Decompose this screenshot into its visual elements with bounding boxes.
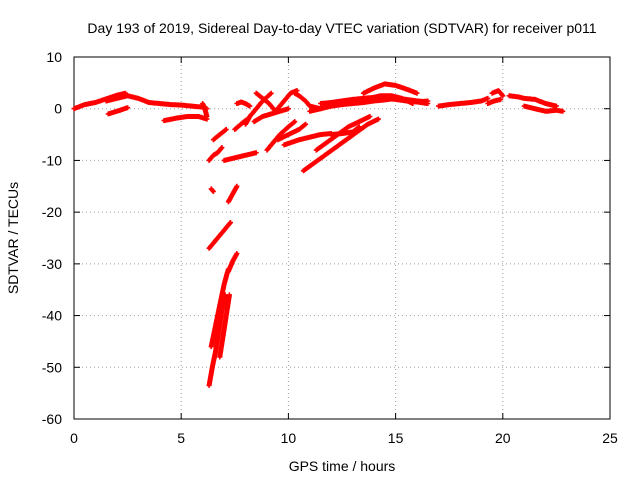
series-arc-37 [506, 93, 559, 109]
series-arc-10 [208, 186, 216, 194]
series-arc-14 [208, 266, 231, 350]
data-mark [206, 145, 225, 163]
series-arc-27 [300, 116, 381, 174]
series-arc-38 [521, 103, 566, 114]
series-arc-35 [489, 88, 506, 99]
x-tick-label: 0 [70, 430, 78, 446]
plot-frame [73, 56, 611, 420]
x-tick-label: 10 [281, 430, 297, 446]
series-arc-04 [161, 114, 210, 124]
grid [74, 57, 610, 419]
series-arc-31 [360, 81, 420, 96]
y-tick-label: -30 [42, 256, 62, 272]
data-mark [300, 116, 381, 174]
series-arc-34 [436, 95, 491, 109]
data-mark [206, 292, 228, 388]
data-mark [221, 150, 259, 163]
data-mark [225, 183, 240, 205]
series-arc-13 [206, 292, 228, 388]
x-axis-label: GPS time / hours [289, 458, 396, 474]
y-axis-label: SDTVAR / TECUs [5, 182, 21, 294]
series-arc-25 [281, 131, 334, 148]
data-mark [200, 101, 210, 119]
data-mark [367, 93, 416, 106]
series-arc-36 [485, 96, 504, 106]
y-tick-label: 10 [46, 49, 62, 65]
data-mark [206, 220, 233, 251]
data-mark [208, 186, 216, 194]
data-mark [281, 131, 334, 148]
series-arc-33 [414, 98, 431, 104]
series-arc-20 [251, 106, 291, 125]
data-mark [489, 88, 506, 99]
series-arc-02 [103, 93, 210, 112]
series-arc-32 [367, 93, 416, 106]
data-mark [506, 93, 559, 109]
series-arc-17 [234, 99, 253, 109]
data-mark [251, 106, 291, 125]
data-mark [234, 99, 253, 109]
y-tick-label: -10 [42, 152, 62, 168]
data-mark [161, 114, 210, 124]
series-arc-03 [105, 105, 131, 117]
y-tick-label: -60 [42, 411, 62, 427]
data-mark [485, 96, 504, 106]
data-mark [436, 95, 491, 109]
y-tick-label: -50 [42, 359, 62, 375]
data-mark [360, 81, 420, 96]
data-mark [210, 126, 229, 143]
axis-ticks: 0 5 10 15 20 25 10 0 -10 -20 -30 -40 -50 -60 [42, 49, 618, 446]
series-arc-28 [313, 114, 373, 153]
data-points [71, 81, 566, 388]
chart-title: Day 193 of 2019, Sidereal Day-to-day VTE… [87, 20, 596, 36]
data-mark [103, 93, 210, 112]
data-mark [105, 105, 131, 117]
data-mark [414, 98, 431, 104]
data-mark [253, 90, 278, 114]
data-mark [275, 121, 309, 143]
series-arc-15 [217, 292, 232, 360]
series-arc-24 [275, 121, 309, 143]
data-mark [225, 251, 240, 275]
data-mark [208, 266, 231, 350]
series-arc-16 [225, 251, 240, 275]
series-arc-08 [210, 126, 229, 143]
data-mark [521, 103, 566, 114]
series-arc-05 [200, 101, 210, 119]
series-arc-06 [206, 145, 225, 163]
series-arc-07 [221, 150, 259, 163]
series-arc-19 [253, 90, 278, 114]
series-arc-11 [225, 183, 240, 205]
y-tick-label: 0 [54, 101, 62, 117]
data-mark [313, 114, 373, 153]
series-arc-12 [206, 220, 233, 251]
y-tick-label: -20 [42, 204, 62, 220]
x-tick-label: 25 [602, 430, 618, 446]
y-tick-label: -40 [42, 308, 62, 324]
x-tick-label: 15 [388, 430, 404, 446]
data-mark [217, 292, 232, 360]
x-tick-label: 20 [495, 430, 511, 446]
x-tick-label: 5 [177, 430, 185, 446]
